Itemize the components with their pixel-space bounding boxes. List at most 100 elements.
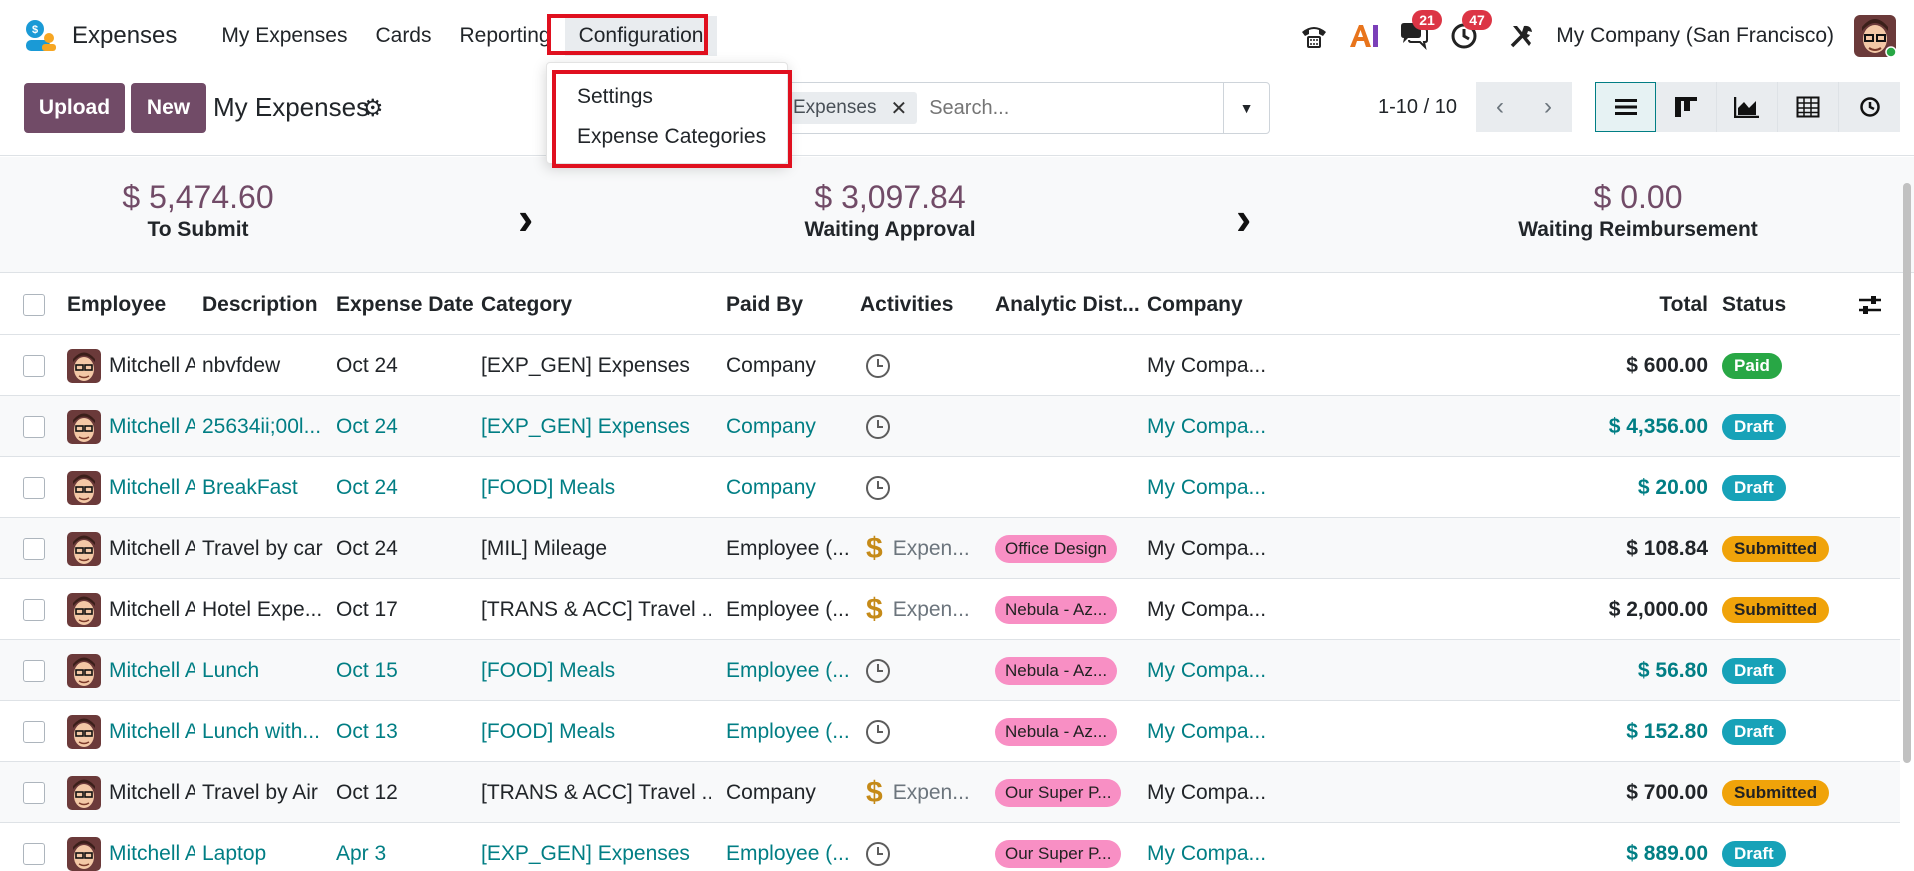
table-row[interactable]: Mitchell A Travel by car Oct 24 [MIL] Milea… [0,518,1900,579]
menu-my-expenses[interactable]: My Expenses [221,24,348,47]
dollar-icon[interactable]: $ [866,531,883,565]
cell-employee: Mitchell A [109,719,195,743]
col-expense-date[interactable]: Expense Date [336,292,474,316]
dollar-icon[interactable]: $ [866,775,883,809]
activity-clock-icon[interactable] [866,475,890,500]
activity-text: Expen... [892,536,970,560]
phone-icon[interactable] [1294,16,1334,56]
search-options-toggle[interactable]: ▼ [1223,83,1269,133]
kanban-view-button[interactable] [1656,82,1717,132]
cell-paid-by: Company [726,475,816,499]
activity-view-button[interactable] [1839,82,1900,132]
upload-button[interactable]: Upload [24,83,125,133]
optional-columns-icon[interactable] [1858,274,1882,335]
list-view-button[interactable] [1595,82,1656,132]
dollar-icon[interactable]: $ [866,592,883,626]
status-badge: Draft [1722,657,1786,684]
cell-category: [FOOD] Meals [481,475,616,499]
menu-reporting[interactable]: Reporting [459,24,551,47]
activity-clock-icon[interactable] [866,841,890,866]
activity-text: Expen... [892,780,970,804]
messages-icon[interactable]: 21 [1394,10,1442,56]
pager-previous-button[interactable]: ‹ [1476,82,1524,132]
select-all-checkbox[interactable] [23,293,45,316]
activity-clock-icon[interactable] [866,353,890,378]
activity-clock-icon[interactable] [866,719,890,744]
close-icon[interactable]: ✕ [890,97,908,120]
cell-category: [EXP_GEN] Expenses [481,353,690,377]
graph-view-button[interactable] [1717,82,1778,132]
company-switcher[interactable]: My Company (San Francisco) [1556,24,1834,47]
menu-cards[interactable]: Cards [375,24,432,47]
summary-waiting-reimbursement[interactable]: $ 0.00 Waiting Reimbursement [1510,179,1766,242]
cell-activities: $ Expen... [866,579,970,640]
avatar [67,836,101,871]
row-checkbox[interactable] [23,537,45,560]
cell-description: Hotel Expe... [202,597,323,621]
pager-value[interactable]: 1-10 / 10 [1378,96,1457,118]
table-row[interactable]: Mitchell A Lunch with... Oct 13 [FOOD] Meal… [0,701,1900,762]
col-company[interactable]: Company [1147,292,1243,316]
col-activities[interactable]: Activities [860,292,954,316]
cell-expense-date: Oct 13 [336,719,398,743]
ai-icon[interactable] [1344,16,1384,56]
search-input[interactable] [929,96,1210,120]
activity-clock-icon[interactable] [866,658,890,683]
row-checkbox[interactable] [23,354,45,377]
scrollbar[interactable] [1902,165,1912,865]
table-row[interactable]: Mitchell A Laptop Apr 3 [EXP_GEN] Expenses E… [0,823,1900,871]
col-description[interactable]: Description [202,292,318,316]
cell-analytic: Our Super P... [995,762,1122,823]
app-brand[interactable]: $ Expenses [22,18,177,54]
col-analytic-distribution[interactable]: Analytic Dist... [995,292,1140,316]
row-checkbox[interactable] [23,842,45,865]
pivot-view-button[interactable] [1778,82,1839,132]
col-paid-by[interactable]: Paid By [726,292,804,316]
row-checkbox[interactable] [23,720,45,743]
user-avatar[interactable] [1854,15,1897,58]
table-row[interactable]: Mitchell A Lunch Oct 15 [FOOD] Meals Employe… [0,640,1900,701]
gear-icon[interactable]: ⚙ [362,95,384,122]
cell-paid-by: Employee (... [726,658,850,682]
avatar [67,653,101,688]
row-checkbox[interactable] [23,476,45,499]
cell-category: [EXP_GEN] Expenses [481,841,690,865]
menu-settings[interactable]: Settings [577,85,653,108]
new-button[interactable]: New [131,83,206,133]
cell-analytic: Office Design [995,518,1117,579]
scrollbar-thumb[interactable] [1903,183,1911,763]
table-row[interactable]: Mitchell A BreakFast Oct 24 [FOOD] Meals Com… [0,457,1900,518]
menu-expense-categories[interactable]: Expense Categories [577,125,767,148]
avatar [67,531,101,566]
row-checkbox[interactable] [23,598,45,621]
expenses-table: Employee Description Expense Date Catego… [0,274,1900,871]
row-checkbox[interactable] [23,781,45,804]
cell-activities: $ Expen... [866,762,970,823]
table-row[interactable]: Mitchell A 25634ii;00l... Oct 24 [EXP_GEN] … [0,396,1900,457]
pager-next-button[interactable]: › [1524,82,1572,132]
configuration-dropdown: Settings Expense Categories [546,62,788,164]
col-total[interactable]: Total [1659,292,1708,316]
tools-icon[interactable] [1502,16,1542,56]
activity-clock-icon[interactable] [866,414,890,439]
cell-expense-date: Oct 24 [336,475,398,499]
cell-employee: Mitchell A [109,353,195,377]
cell-company: My Compa... [1147,353,1267,377]
table-row[interactable]: Mitchell A nbvfdew Oct 24 [EXP_GEN] Expense… [0,335,1900,396]
col-employee[interactable]: Employee [67,292,167,316]
cell-description: Travel by car [202,536,323,560]
chevron-left-icon: ‹ [1496,93,1504,120]
table-row[interactable]: Mitchell A Travel by Air Oct 12 [TRANS & AC… [0,762,1900,823]
activities-clock-icon[interactable]: 47 [1444,10,1492,56]
row-checkbox[interactable] [23,415,45,438]
menu-configuration[interactable]: Configuration [564,16,718,56]
top-navbar: $ Expenses My Expenses Cards Reporting C… [0,0,1914,72]
summary-to-submit[interactable]: $ 5,474.60 To Submit [100,179,296,242]
col-category[interactable]: Category [481,292,573,316]
table-row[interactable]: Mitchell A Hotel Expe... Oct 17 [TRANS & AC… [0,579,1900,640]
cell-description: BreakFast [202,475,298,499]
summary-waiting-approval[interactable]: $ 3,097.84 Waiting Approval [790,179,990,242]
col-status[interactable]: Status [1722,292,1787,316]
row-checkbox[interactable] [23,659,45,682]
cell-expense-date: Oct 24 [336,353,398,377]
